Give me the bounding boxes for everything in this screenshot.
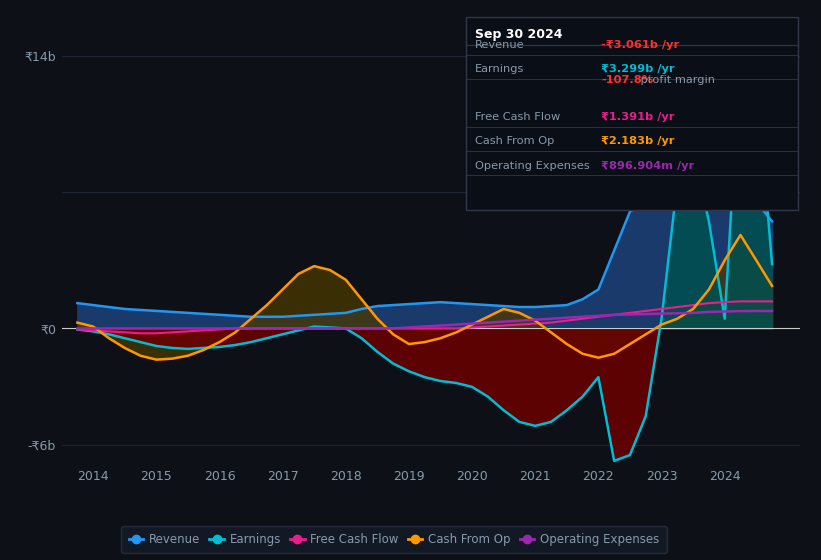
Text: -₹3.061b /yr: -₹3.061b /yr (601, 40, 679, 50)
Text: Revenue: Revenue (475, 40, 525, 50)
Text: Cash From Op: Cash From Op (475, 137, 555, 147)
Text: ₹1.391b /yr: ₹1.391b /yr (601, 113, 675, 123)
Text: Free Cash Flow: Free Cash Flow (475, 113, 561, 123)
Text: ₹3.299b /yr: ₹3.299b /yr (601, 64, 675, 74)
Text: profit margin: profit margin (636, 75, 714, 85)
Text: -107.8%: -107.8% (601, 75, 653, 85)
Text: Earnings: Earnings (475, 64, 525, 74)
Text: ₹2.183b /yr: ₹2.183b /yr (601, 137, 675, 147)
Text: ₹896.904m /yr: ₹896.904m /yr (601, 161, 695, 171)
Legend: Revenue, Earnings, Free Cash Flow, Cash From Op, Operating Expenses: Revenue, Earnings, Free Cash Flow, Cash … (122, 526, 667, 553)
Text: Sep 30 2024: Sep 30 2024 (475, 28, 563, 41)
Text: Operating Expenses: Operating Expenses (475, 161, 590, 171)
